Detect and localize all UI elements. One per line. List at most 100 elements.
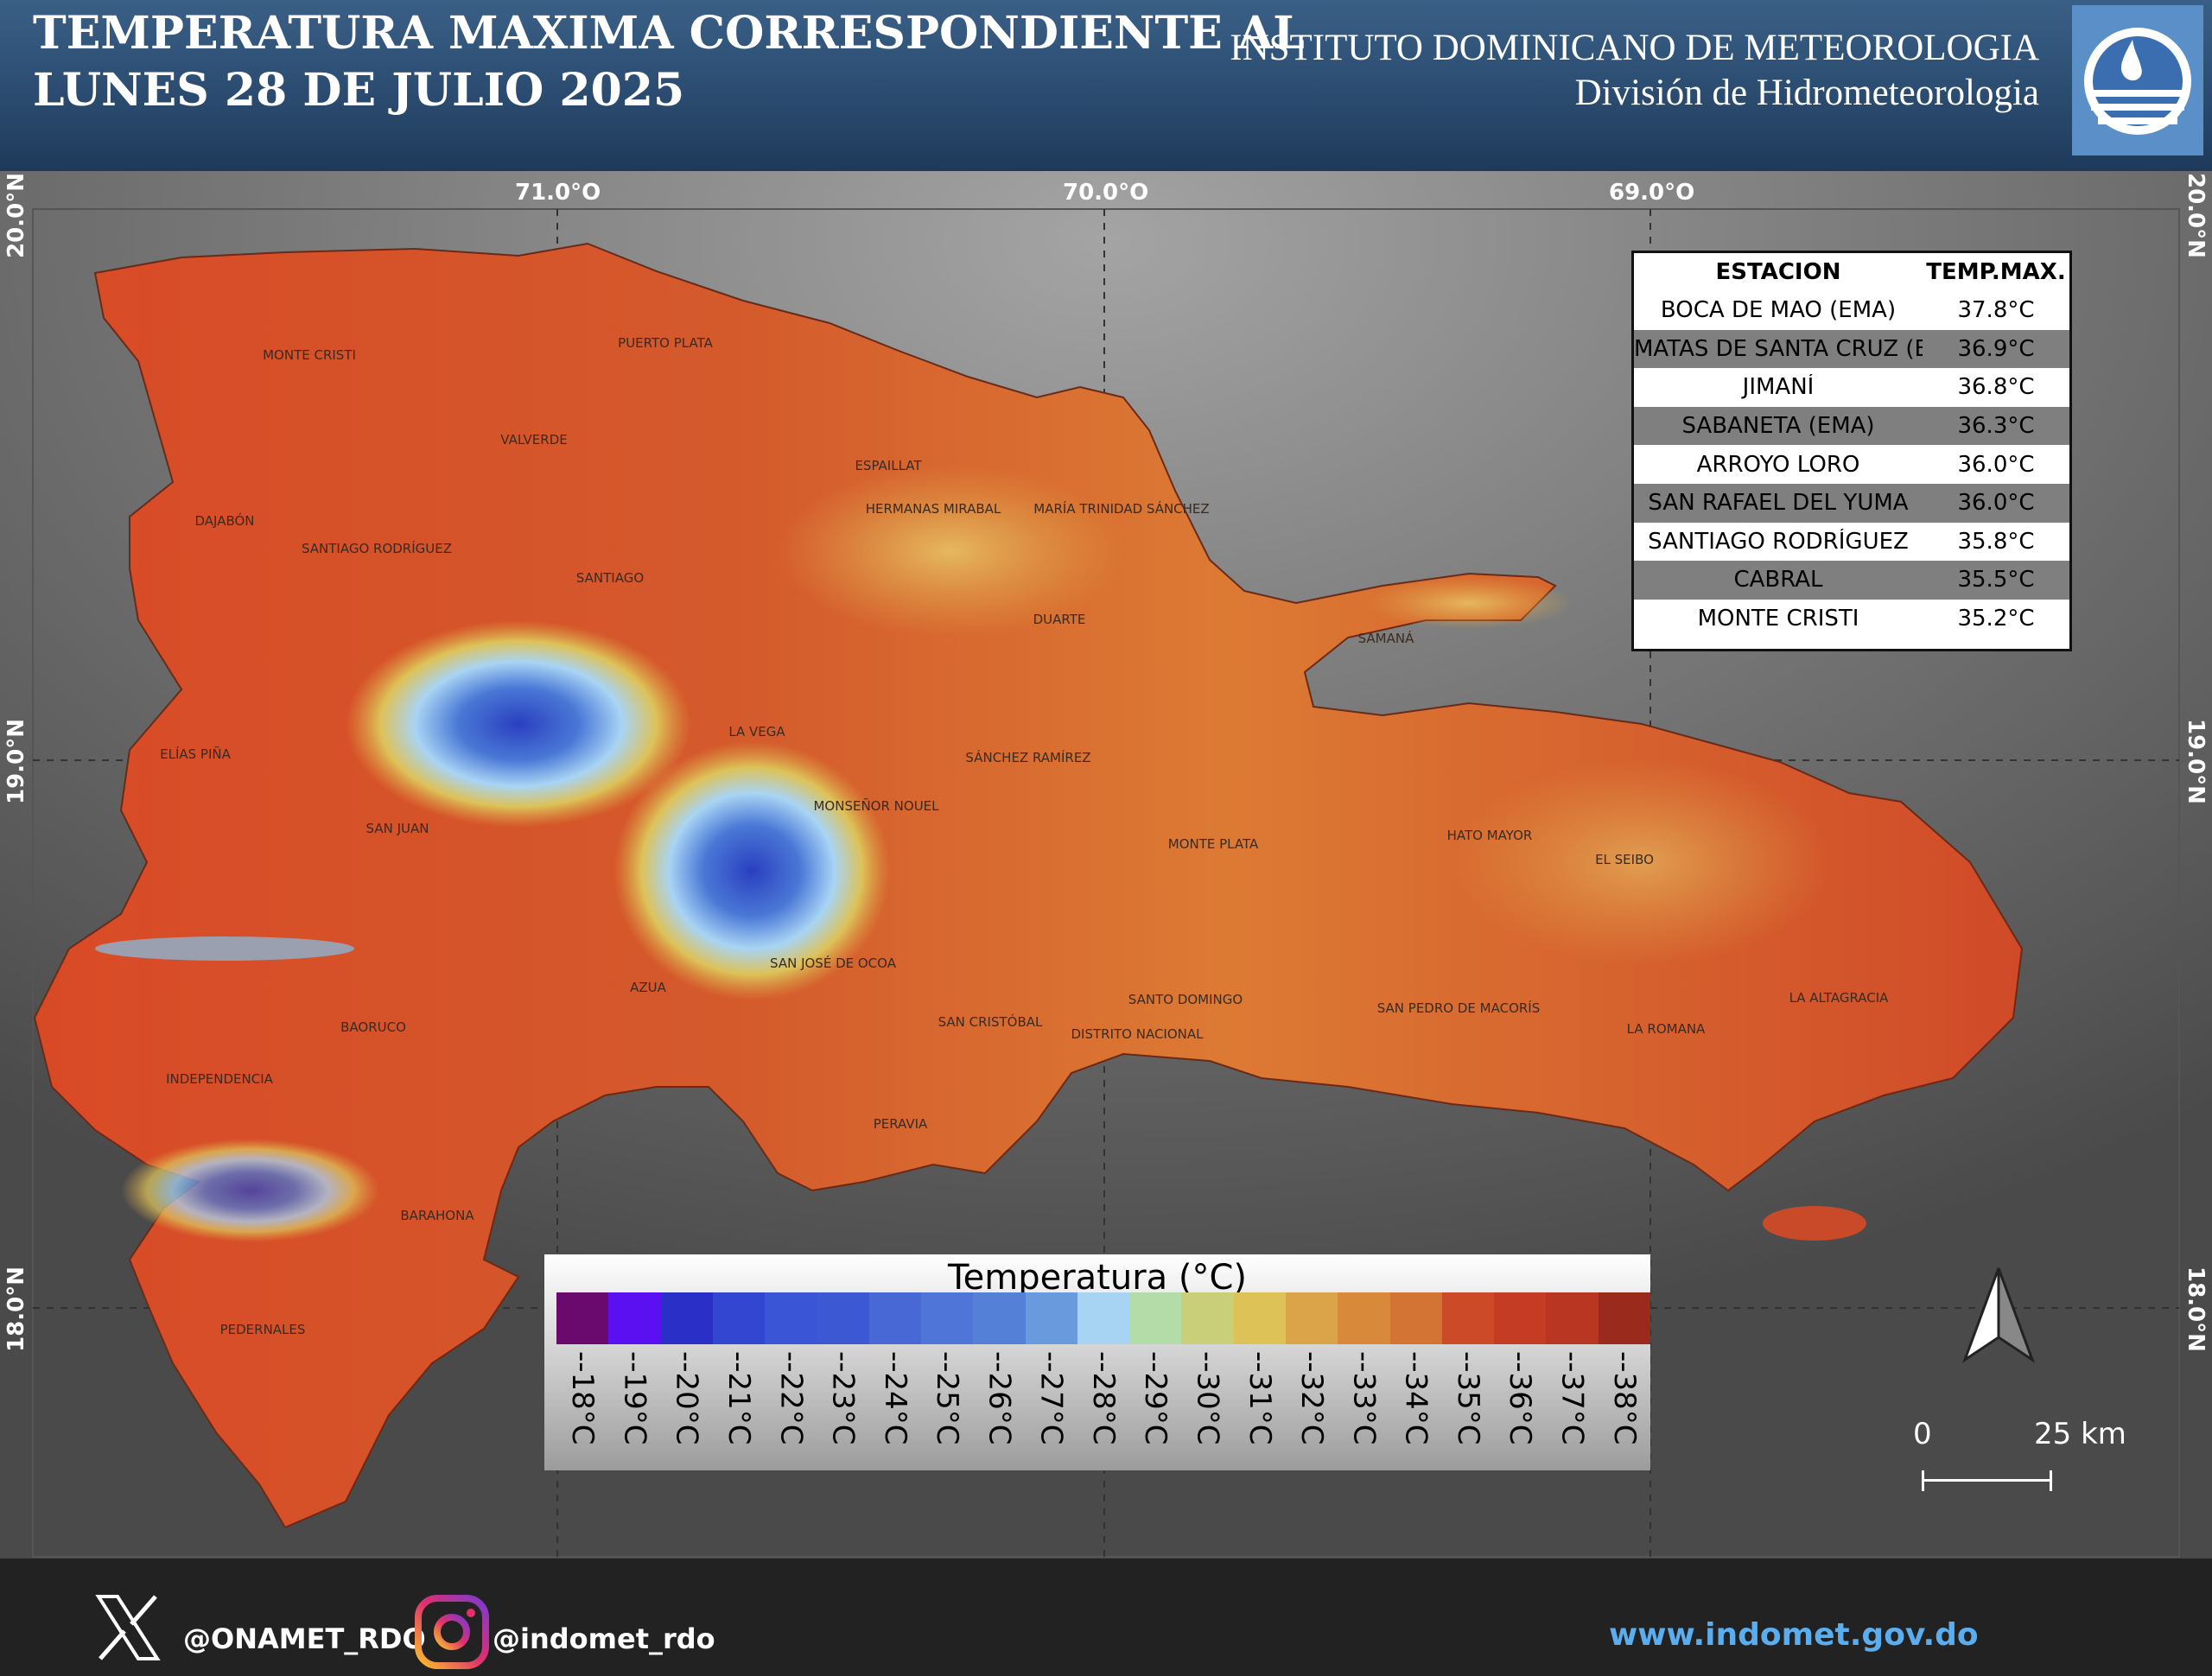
province-label: DUARTE	[1033, 612, 1086, 627]
station-name: JIMANÍ	[1742, 374, 1815, 401]
province-label: LA ROMANA	[1627, 1021, 1706, 1037]
table-row: ARROYO LORO 36.0°C	[1634, 445, 2069, 484]
province-label: VALVERDE	[500, 432, 567, 448]
legend-swatch	[608, 1292, 661, 1344]
legend-item: --24°C	[869, 1351, 921, 1463]
province-label: BARAHONA	[400, 1208, 474, 1223]
table-row: CABRAL 35.5°C	[1634, 561, 2069, 600]
website-link[interactable]: www.indomet.gov.do	[1609, 1617, 1979, 1653]
legend-label: --21°C	[721, 1351, 756, 1445]
province-label: MONTE CRISTI	[263, 347, 356, 363]
province-label: BAORUCO	[340, 1019, 406, 1035]
legend-item: --30°C	[1181, 1351, 1233, 1463]
province-label: PEDERNALES	[220, 1322, 306, 1337]
legend-swatch	[1285, 1292, 1338, 1344]
temperature-legend: Temperatura (°C) --18°C --19°C --20°C --21°…	[544, 1254, 1650, 1470]
dominican-republic-landmass	[33, 242, 2024, 1529]
map-title: TEMPERATURA MAXIMA CORRESPONDIENTE AL LU…	[33, 5, 1305, 119]
legend-item: --35°C	[1442, 1351, 1494, 1463]
legend-label: --34°C	[1398, 1351, 1433, 1445]
x-logo-icon[interactable]	[93, 1593, 162, 1662]
legend-item: --22°C	[765, 1351, 817, 1463]
table-row: BOCA DE MAO (EMA) 37.8°C	[1634, 291, 2069, 330]
lat-label-right-18: 18.0°N	[2183, 1267, 2209, 1352]
header: TEMPERATURA MAXIMA CORRESPONDIENTE AL LU…	[0, 0, 2212, 171]
legend-item: --34°C	[1390, 1351, 1442, 1463]
legend-swatch	[817, 1292, 869, 1344]
province-label: DISTRITO NACIONAL	[1071, 1026, 1204, 1042]
legend-item: --26°C	[973, 1351, 1025, 1463]
station-temp: 36.8°C	[1957, 374, 2035, 401]
province-label: AZUA	[630, 980, 667, 995]
province-label: MARÍA TRINIDAD SÁNCHEZ	[1033, 500, 1209, 517]
scale-bar: 0 25 km	[1910, 1417, 2126, 1495]
legend-swatch	[868, 1292, 921, 1344]
footer: @ONAMET_RDO @indomet_rdo www.indomet.gov…	[0, 1559, 2212, 1676]
legend-swatch	[973, 1292, 1026, 1344]
station-name: ARROYO LORO	[1696, 451, 1860, 478]
station-name: SABANETA (EMA)	[1681, 413, 1875, 440]
valle-nuevo-cool	[613, 741, 890, 1000]
station-temp: 37.8°C	[1957, 297, 2035, 324]
legend-swatch	[1441, 1292, 1495, 1344]
legend-label: --28°C	[1085, 1351, 1121, 1445]
province-label: LA ALTAGRACIA	[1789, 990, 1890, 1006]
province-label: SAN PEDRO DE MACORÍS	[1377, 1000, 1541, 1016]
lat-label-left-19: 19.0°N	[3, 719, 29, 804]
division-name: División de Hidrometeorologia	[1574, 73, 2039, 113]
title-line-2: LUNES 28 DE JULIO 2025	[33, 64, 685, 117]
legend-label: --30°C	[1190, 1351, 1225, 1445]
lat-label-left-20: 20.0°N	[3, 173, 29, 258]
legend-swatches	[556, 1292, 1650, 1344]
legend-label: --18°C	[565, 1351, 601, 1445]
legend-swatch	[1546, 1292, 1599, 1344]
station-name: MONTE CRISTI	[1697, 606, 1859, 632]
north-arrow-icon	[1962, 1267, 2035, 1363]
legend-item: --33°C	[1338, 1351, 1389, 1463]
legend-item: --32°C	[1286, 1351, 1338, 1463]
legend-label: --26°C	[982, 1351, 1017, 1445]
station-temp: 36.9°C	[1957, 335, 2035, 362]
station-name: MATAS DE SANTA CRUZ (E	[1634, 335, 1923, 362]
institution-block: INSTITUTO DOMINICANO DE METEOROLOGIA Div…	[1230, 26, 2039, 116]
scale-start: 0	[1913, 1417, 1932, 1451]
province-labels: MONTE CRISTI PUERTO PLATA VALVERDE ESPAI…	[160, 335, 1889, 1337]
legend-label: --29°C	[1138, 1351, 1173, 1445]
instagram-handle-link[interactable]: @indomet_rdo	[493, 1622, 715, 1655]
province-label: SÁNCHEZ RAMÍREZ	[965, 749, 1090, 765]
table-row: MONTE CRISTI 35.2°C	[1634, 599, 2069, 638]
legend-label: --27°C	[1033, 1351, 1069, 1445]
legend-item: --19°C	[608, 1351, 660, 1463]
table-row: JIMANÍ 36.8°C	[1634, 368, 2069, 407]
legend-swatch	[1494, 1292, 1547, 1344]
x-handle-link[interactable]: @ONAMET_RDO	[183, 1622, 426, 1655]
indomet-logo-icon	[2072, 5, 2203, 156]
table-row: SABANETA (EMA) 36.3°C	[1634, 406, 2069, 446]
lat-label-right-19: 19.0°N	[2183, 719, 2209, 804]
lago-enriquillo	[95, 936, 354, 961]
instagram-logo-icon[interactable]	[415, 1595, 489, 1669]
province-label: EL SEIBO	[1595, 852, 1654, 867]
legend-swatch	[920, 1292, 974, 1344]
legend-item: --23°C	[817, 1351, 868, 1463]
lat-label-left-18: 18.0°N	[3, 1267, 29, 1352]
province-label: HERMANAS MIRABAL	[866, 501, 1001, 517]
legend-label: --23°C	[825, 1351, 861, 1445]
station-temp: 36.3°C	[1957, 413, 2035, 440]
legend-swatch	[1077, 1292, 1130, 1344]
legend-label: --24°C	[877, 1351, 912, 1445]
province-label: SANTIAGO RODRÍGUEZ	[302, 540, 452, 556]
legend-label: --31°C	[1242, 1351, 1277, 1445]
station-temp: 36.0°C	[1957, 490, 2035, 517]
legend-label: --25°C	[930, 1351, 965, 1445]
legend-swatch	[556, 1292, 609, 1344]
legend-item: --29°C	[1129, 1351, 1181, 1463]
station-name: SAN RAFAEL DEL YUMA	[1648, 490, 1909, 517]
legend-item: --38°C	[1599, 1351, 1650, 1463]
legend-item: --36°C	[1494, 1351, 1546, 1463]
province-label: MONTE PLATA	[1168, 836, 1259, 852]
station-name: CABRAL	[1733, 567, 1823, 594]
legend-swatch	[660, 1292, 713, 1344]
east-warm	[1452, 759, 1832, 966]
legend-swatch	[1129, 1292, 1182, 1344]
